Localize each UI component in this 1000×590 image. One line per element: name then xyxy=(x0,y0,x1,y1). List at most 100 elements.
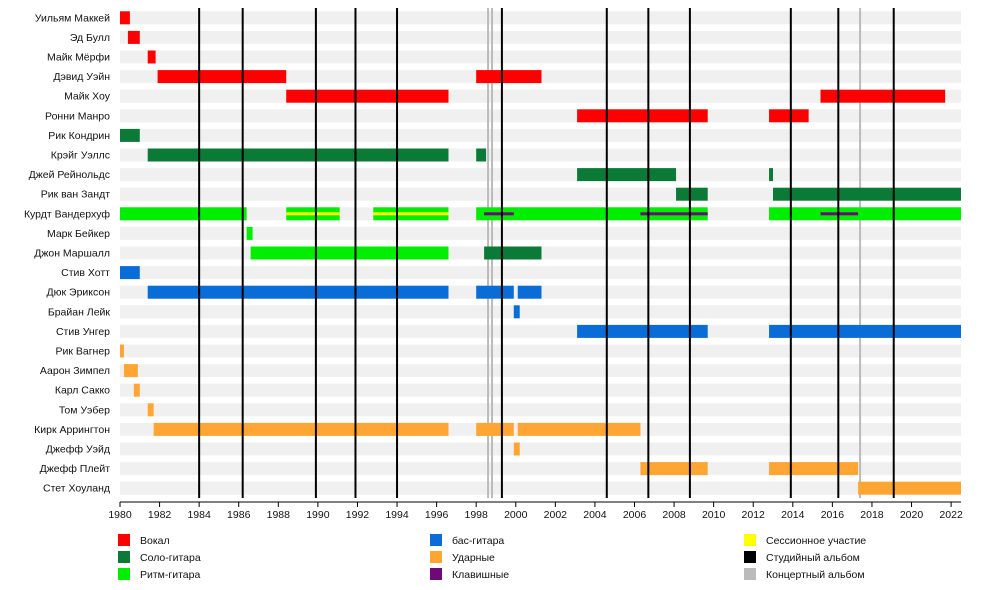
x-tick-label: 2020 xyxy=(900,509,924,521)
session-accent xyxy=(373,212,449,216)
legend-swatch xyxy=(744,534,756,546)
member-bar xyxy=(769,109,809,123)
member-bar xyxy=(517,285,542,299)
member-bar xyxy=(147,148,449,162)
member-label: Том Уэбер xyxy=(59,404,110,416)
member-bar xyxy=(286,89,449,103)
member-label: Рик Вагнер xyxy=(55,346,110,358)
member-bar xyxy=(858,481,961,495)
studio-album-lines xyxy=(198,8,895,498)
member-bar xyxy=(513,305,520,319)
x-tick-label: 2000 xyxy=(504,509,528,521)
member-bar xyxy=(127,30,140,44)
row-background xyxy=(120,168,961,182)
member-bar xyxy=(773,187,961,201)
x-tick-label: 1988 xyxy=(267,509,291,521)
member-bar xyxy=(157,70,287,84)
legend-swatch xyxy=(744,568,756,580)
member-bar xyxy=(120,344,124,358)
x-tick-label: 1990 xyxy=(306,509,330,521)
keys-accent xyxy=(640,212,708,216)
legend: Вокал Соло-гитара Ритм-гитара бас-гитара Уда… xyxy=(118,534,866,581)
member-label: Крэйг Уэллс xyxy=(51,150,110,162)
member-labels: Уильям Маккей Эд Булл Майк Мёрфи Дэвид Уэйн… xyxy=(24,12,111,494)
member-bar xyxy=(476,422,514,436)
member-label: Рик ван Зандт xyxy=(41,189,111,201)
row-background xyxy=(120,226,961,240)
member-bar xyxy=(769,462,859,476)
x-tick-label: 2022 xyxy=(939,509,963,521)
member-label: Марк Бейкер xyxy=(47,228,110,240)
row-background xyxy=(120,30,961,44)
member-label: Рик Кондрин xyxy=(48,130,110,142)
member-bar xyxy=(769,207,961,221)
x-tick-label: 1980 xyxy=(108,509,132,521)
member-bar xyxy=(250,246,449,260)
member-label: Джефф Плейт xyxy=(40,463,111,475)
member-label: Майк Хоу xyxy=(64,91,111,103)
legend-label: Клавишные xyxy=(452,569,509,581)
member-bar xyxy=(640,462,708,476)
session-accent xyxy=(286,212,340,216)
x-tick-label: 2002 xyxy=(544,509,568,521)
member-bar xyxy=(147,50,156,64)
legend-label: Студийный альбом xyxy=(766,552,860,564)
member-label: Джон Маршалл xyxy=(34,248,110,260)
row-background xyxy=(120,383,961,397)
member-bar xyxy=(513,442,520,456)
member-label: Брайан Лейк xyxy=(48,306,111,318)
row-background xyxy=(120,442,961,456)
legend-label: бас-гитара xyxy=(452,535,504,547)
member-bar xyxy=(246,226,253,240)
x-axis: 1980 1982 1984 1986 1988 1990 1992 1994 1996 1998… xyxy=(108,501,963,521)
member-bars xyxy=(120,11,961,495)
member-label: Дюк Эриксон xyxy=(47,287,111,299)
row-background xyxy=(120,403,961,417)
x-tick-label: 2010 xyxy=(702,509,726,521)
member-label: Кирк Аррингтон xyxy=(34,424,110,436)
member-label: Карл Сакко xyxy=(55,385,110,397)
member-bar xyxy=(147,403,154,417)
member-label: Джефф Уэйд xyxy=(46,444,110,456)
row-background xyxy=(120,50,961,64)
legend-swatch xyxy=(118,551,130,563)
member-bar xyxy=(120,11,130,25)
member-bar xyxy=(476,70,542,84)
x-tick-label: 1982 xyxy=(148,509,172,521)
member-label: Ронни Манро xyxy=(45,110,110,122)
member-bar xyxy=(820,89,946,103)
x-tick-label: 2018 xyxy=(860,509,884,521)
member-label: Стет Хоуланд xyxy=(43,483,110,495)
row-background xyxy=(120,462,961,476)
x-tick-label: 2008 xyxy=(662,509,686,521)
member-bar xyxy=(120,128,140,142)
x-tick-label: 2006 xyxy=(623,509,647,521)
row-background xyxy=(120,481,961,495)
member-bar xyxy=(577,109,708,123)
row-background xyxy=(120,364,961,378)
legend-label: Ритм-гитара xyxy=(140,569,200,581)
member-label: Дэвид Уэйн xyxy=(53,71,110,83)
row-background xyxy=(120,11,961,25)
row-background xyxy=(120,128,961,142)
x-tick-label: 1992 xyxy=(346,509,370,521)
legend-swatch xyxy=(430,568,442,580)
x-tick-label: 1996 xyxy=(425,509,449,521)
member-label: Уильям Маккей xyxy=(35,12,110,24)
legend-swatch xyxy=(430,534,442,546)
legend-label: Вокал xyxy=(140,535,170,547)
member-bar xyxy=(517,422,641,436)
member-bar xyxy=(577,324,708,338)
member-bar xyxy=(120,266,140,280)
member-bar xyxy=(577,168,677,182)
member-bar xyxy=(147,285,449,299)
x-tick-label: 1986 xyxy=(227,509,251,521)
x-tick-label: 1984 xyxy=(187,509,211,521)
member-label: Стив Хотт xyxy=(61,267,110,279)
member-bar xyxy=(153,422,449,436)
member-label: Аарон Зимпел xyxy=(40,365,110,377)
row-background xyxy=(120,344,961,358)
member-bar xyxy=(476,207,708,221)
x-tick-label: 2016 xyxy=(821,509,845,521)
